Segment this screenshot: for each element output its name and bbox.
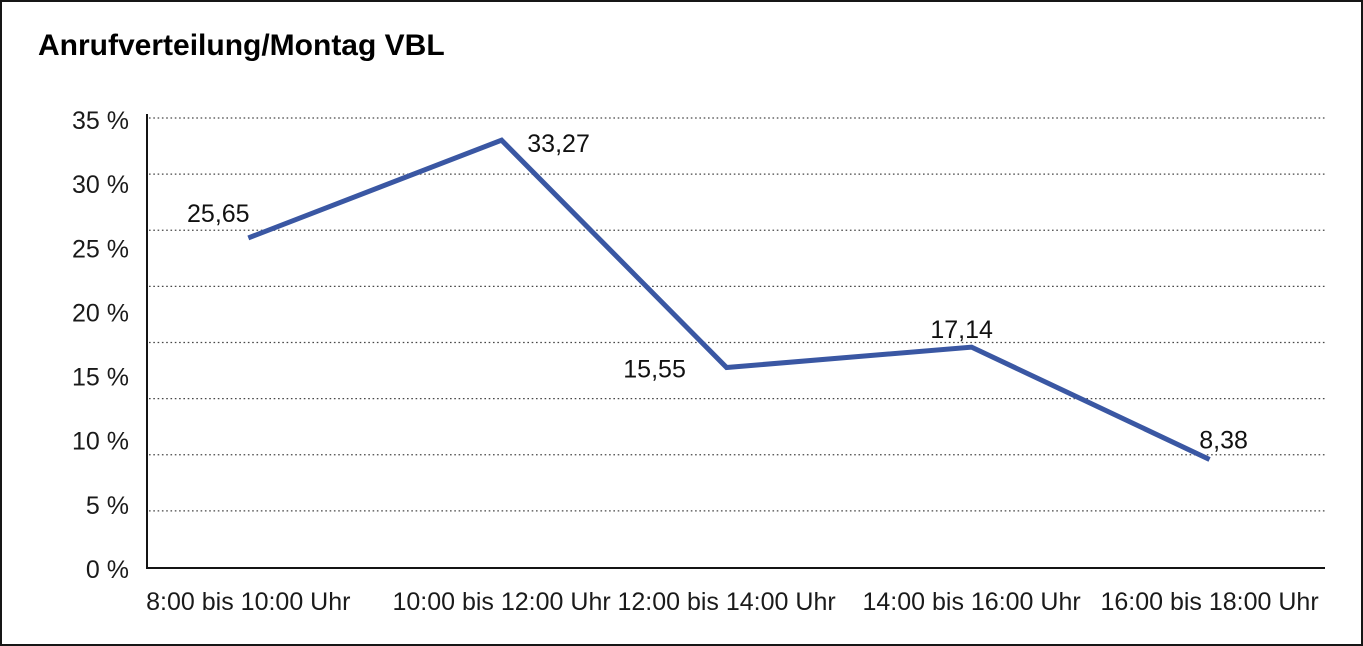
data-value-label: 17,14 xyxy=(930,316,993,344)
y-axis-tick-label: 25 % xyxy=(72,235,129,263)
data-value-label: 33,27 xyxy=(527,130,590,158)
x-axis-tick-label: 16:00 bis 18:00 Uhr xyxy=(1100,588,1318,616)
data-value-label: 8,38 xyxy=(1199,426,1248,454)
x-axis-tick-label: 12:00 bis 14:00 Uhr xyxy=(617,588,835,616)
y-axis-tick-label: 0 % xyxy=(86,556,129,584)
chart-title: Anrufverteilung/Montag VBL xyxy=(38,29,445,62)
data-value-label: 15,55 xyxy=(623,356,686,384)
x-axis-tick-label: 14:00 bis 16:00 Uhr xyxy=(862,588,1080,616)
y-axis-tick-label: 15 % xyxy=(72,364,129,392)
y-axis-tick-label: 10 % xyxy=(72,428,129,456)
x-axis-tick-label: 10:00 bis 12:00 Uhr xyxy=(392,588,610,616)
y-axis-tick-label: 30 % xyxy=(72,171,129,199)
y-axis-tick-label: 35 % xyxy=(72,107,129,135)
x-axis-tick-label: 8:00 bis 10:00 Uhr xyxy=(146,588,350,616)
data-line xyxy=(247,137,1211,462)
y-axis-tick-label: 20 % xyxy=(72,299,129,327)
data-value-label: 25,65 xyxy=(187,200,250,228)
y-axis-tick-label: 5 % xyxy=(86,492,129,520)
